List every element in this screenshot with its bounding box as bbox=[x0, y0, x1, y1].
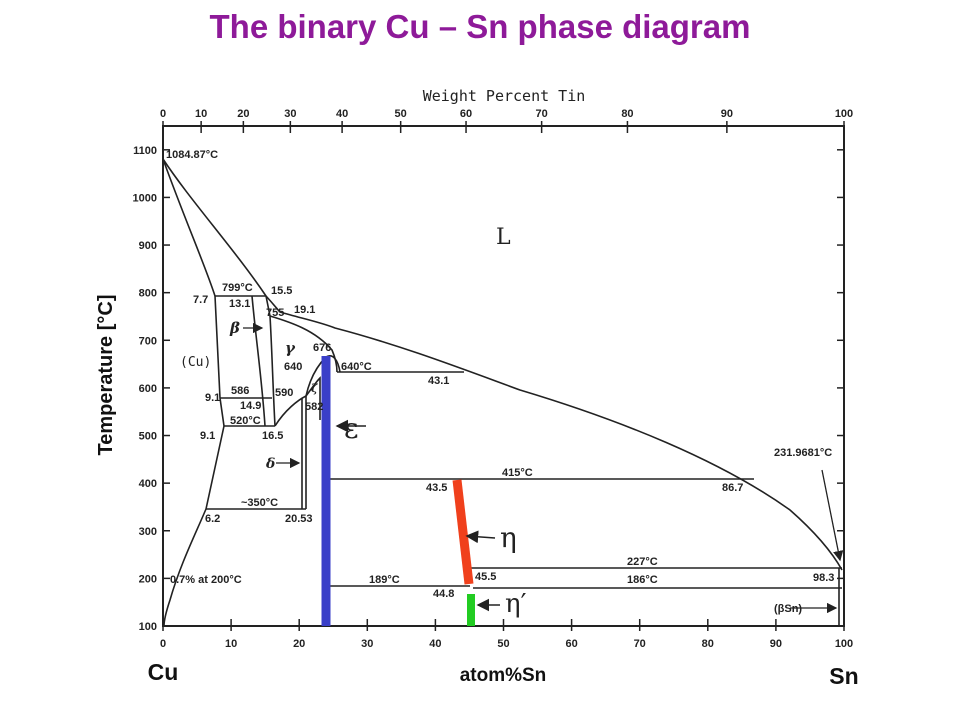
annotation-20-53: 20.53 bbox=[285, 513, 313, 525]
annotation-586: 586 bbox=[231, 385, 249, 397]
top-tick-label: 90 bbox=[721, 108, 733, 120]
annotation-13-1: 13.1 bbox=[229, 298, 250, 310]
annotation-7-7: 7.7 bbox=[193, 294, 208, 306]
annotation-231: 231.9681°C bbox=[774, 447, 832, 459]
eta-phase-bar bbox=[452, 479, 474, 585]
gamma-lower-left bbox=[274, 395, 307, 427]
bottom-tick-label: 90 bbox=[770, 638, 782, 650]
top-tick-label: 20 bbox=[237, 108, 249, 120]
left-tick-label: 300 bbox=[139, 526, 157, 538]
annotation-186: 186°C bbox=[627, 574, 658, 586]
top-tick-label: 10 bbox=[195, 108, 207, 120]
sn-melting-arrow bbox=[821, 469, 844, 562]
left-tick-label: 900 bbox=[139, 240, 157, 252]
annotation-799: 799°C bbox=[222, 282, 253, 294]
zeta-region-label: ζ bbox=[311, 382, 318, 395]
left-tick-label: 800 bbox=[139, 288, 157, 300]
annotation-640c: 640°C bbox=[341, 361, 372, 373]
sn-element-label: Sn bbox=[829, 663, 858, 689]
gamma-top bbox=[269, 315, 338, 373]
bottom-tick-label: 20 bbox=[293, 638, 305, 650]
top-tick-label: 30 bbox=[284, 108, 296, 120]
left-tick-label: 100 bbox=[139, 621, 157, 633]
left-tick-label: 500 bbox=[139, 431, 157, 443]
annotation-590: 590 bbox=[275, 387, 293, 399]
annotation-582: 582 bbox=[305, 401, 323, 413]
left-tick-label: 200 bbox=[139, 573, 157, 585]
left-tick-label: 600 bbox=[139, 383, 157, 395]
cu-region-label: (Cu) bbox=[180, 355, 211, 370]
annotation-45-5: 45.5 bbox=[475, 571, 496, 583]
slide-title: The binary Cu – Sn phase diagram bbox=[209, 8, 751, 45]
bottom-tick-label: 0 bbox=[160, 638, 166, 650]
annotation-189: 189°C bbox=[369, 574, 400, 586]
annotation-15-5: 15.5 bbox=[271, 285, 292, 297]
temperature-composition-annotations: 1084.87°C 799°C 15.5 7.7 13.1 755 19.1 6… bbox=[166, 149, 834, 600]
delta-region-label: δ bbox=[265, 456, 275, 472]
beta-right bbox=[265, 295, 276, 427]
top-tick-label: 50 bbox=[395, 108, 407, 120]
bottom-tick-label: 40 bbox=[429, 638, 441, 650]
liquid-region-label: L bbox=[496, 225, 511, 250]
left-tick-label: 700 bbox=[139, 335, 157, 347]
top-tick-label: 60 bbox=[460, 108, 472, 120]
zeta-region bbox=[305, 376, 321, 420]
bottom-tick-label: 100 bbox=[835, 638, 853, 650]
bottom-tick-label: 70 bbox=[634, 638, 646, 650]
gamma-region-label: γ bbox=[285, 339, 296, 357]
annotation-43-1: 43.1 bbox=[428, 375, 449, 387]
beta-region-label: β bbox=[229, 319, 240, 337]
annotation-415: 415°C bbox=[502, 467, 533, 479]
liquidus-main bbox=[279, 311, 843, 571]
epsilon-label: ε bbox=[344, 412, 359, 445]
liquidus-cu-side bbox=[162, 158, 281, 313]
annotation-14-9: 14.9 bbox=[240, 400, 261, 412]
beta-sn-region-label: (βSn) bbox=[774, 603, 802, 615]
eta-arrow bbox=[465, 530, 496, 544]
bottom-tick-label: 50 bbox=[497, 638, 509, 650]
top-tick-label: 80 bbox=[621, 108, 633, 120]
left-tick-label: 400 bbox=[139, 478, 157, 490]
cu-solvus bbox=[163, 295, 225, 627]
bottom-tick-label: 10 bbox=[225, 638, 237, 650]
annotation-9-1-upper: 9.1 bbox=[205, 392, 220, 404]
annotation-86-7: 86.7 bbox=[722, 482, 743, 494]
annotation-solubility: 0.7% at 200°C bbox=[170, 574, 242, 586]
annotation-19-1: 19.1 bbox=[294, 304, 315, 316]
cu-element-label: Cu bbox=[148, 659, 179, 685]
annotation-755: 755 bbox=[266, 307, 284, 319]
annotation-43-5: 43.5 bbox=[426, 482, 447, 494]
bottom-tick-label: 60 bbox=[565, 638, 577, 650]
axis-ticks: 0 10 20 30 40 50 60 70 80 90 1000 10 20 30 40 50 60 70 80 9… bbox=[133, 108, 854, 650]
eta-prime-label: η′ bbox=[505, 589, 527, 619]
annotation-44-8: 44.8 bbox=[433, 588, 454, 600]
top-tick-label: 40 bbox=[336, 108, 348, 120]
top-axis-title: Weight Percent Tin bbox=[423, 87, 586, 105]
bottom-tick-label: 80 bbox=[702, 638, 714, 650]
annotation-6-2: 6.2 bbox=[205, 513, 220, 525]
bottom-tick-label: 30 bbox=[361, 638, 373, 650]
beta-left bbox=[251, 295, 266, 427]
top-tick-label: 70 bbox=[536, 108, 548, 120]
solidus-cu bbox=[162, 158, 216, 297]
annotation-520: 520°C bbox=[230, 415, 261, 427]
phase-boundaries bbox=[162, 158, 843, 627]
left-tick-label: 1000 bbox=[133, 192, 157, 204]
top-tick-label: 100 bbox=[835, 108, 853, 120]
annotation-cu-melting: 1084.87°C bbox=[166, 149, 218, 161]
bottom-axis-title: atom%Sn bbox=[460, 665, 547, 686]
annotation-16-5: 16.5 bbox=[262, 430, 283, 442]
annotation-227: 227°C bbox=[627, 556, 658, 568]
eta-label: η bbox=[500, 521, 517, 554]
annotation-676: 676 bbox=[313, 342, 331, 354]
annotation-98-3: 98.3 bbox=[813, 572, 834, 584]
left-axis-title: Temperature [°C] bbox=[95, 295, 117, 456]
left-tick-label: 1100 bbox=[133, 145, 157, 157]
annotation-9-1-lower: 9.1 bbox=[200, 430, 215, 442]
annotation-350: ~350°C bbox=[241, 497, 278, 509]
annotation-640-left: 640 bbox=[284, 361, 302, 373]
top-tick-label: 0 bbox=[160, 108, 166, 120]
